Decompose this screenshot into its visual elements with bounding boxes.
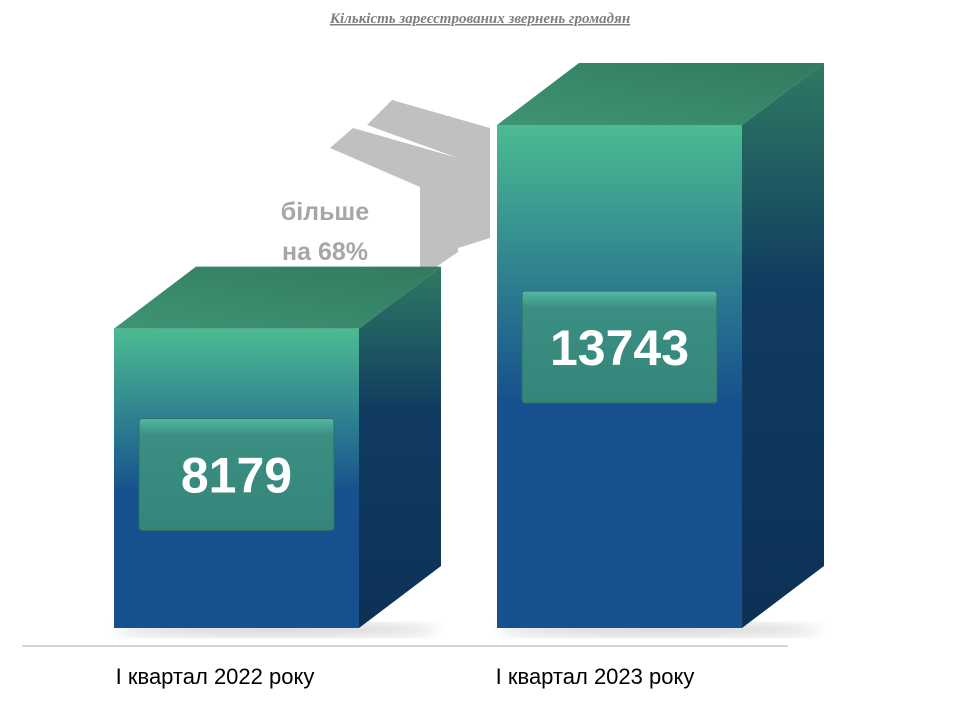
value-label-box [138, 417, 335, 531]
double-chevron-up-icon [330, 100, 490, 278]
bar-2: 13743 [497, 63, 824, 636]
bar-1: 8179 [114, 266, 441, 636]
value-label: 8179 [181, 447, 292, 503]
value-label-box [521, 290, 718, 404]
category-label: І квартал 2023 року [496, 664, 695, 689]
chart-title: Кількість зареєстрованих звернень громад… [329, 11, 630, 27]
category-label: І квартал 2022 року [116, 664, 315, 689]
bar-top-face [114, 266, 441, 329]
bar-side-face [359, 266, 441, 628]
annotation-line-1: більше [281, 198, 369, 226]
chevron-front [330, 128, 458, 278]
chevron-back [367, 100, 490, 248]
bar-side-face [742, 63, 824, 628]
bar-top-face [497, 63, 824, 126]
bars-layer: 8179 13743 [114, 63, 824, 636]
value-label: 13743 [550, 320, 689, 376]
annotation-line-2: на 68% [282, 238, 368, 266]
